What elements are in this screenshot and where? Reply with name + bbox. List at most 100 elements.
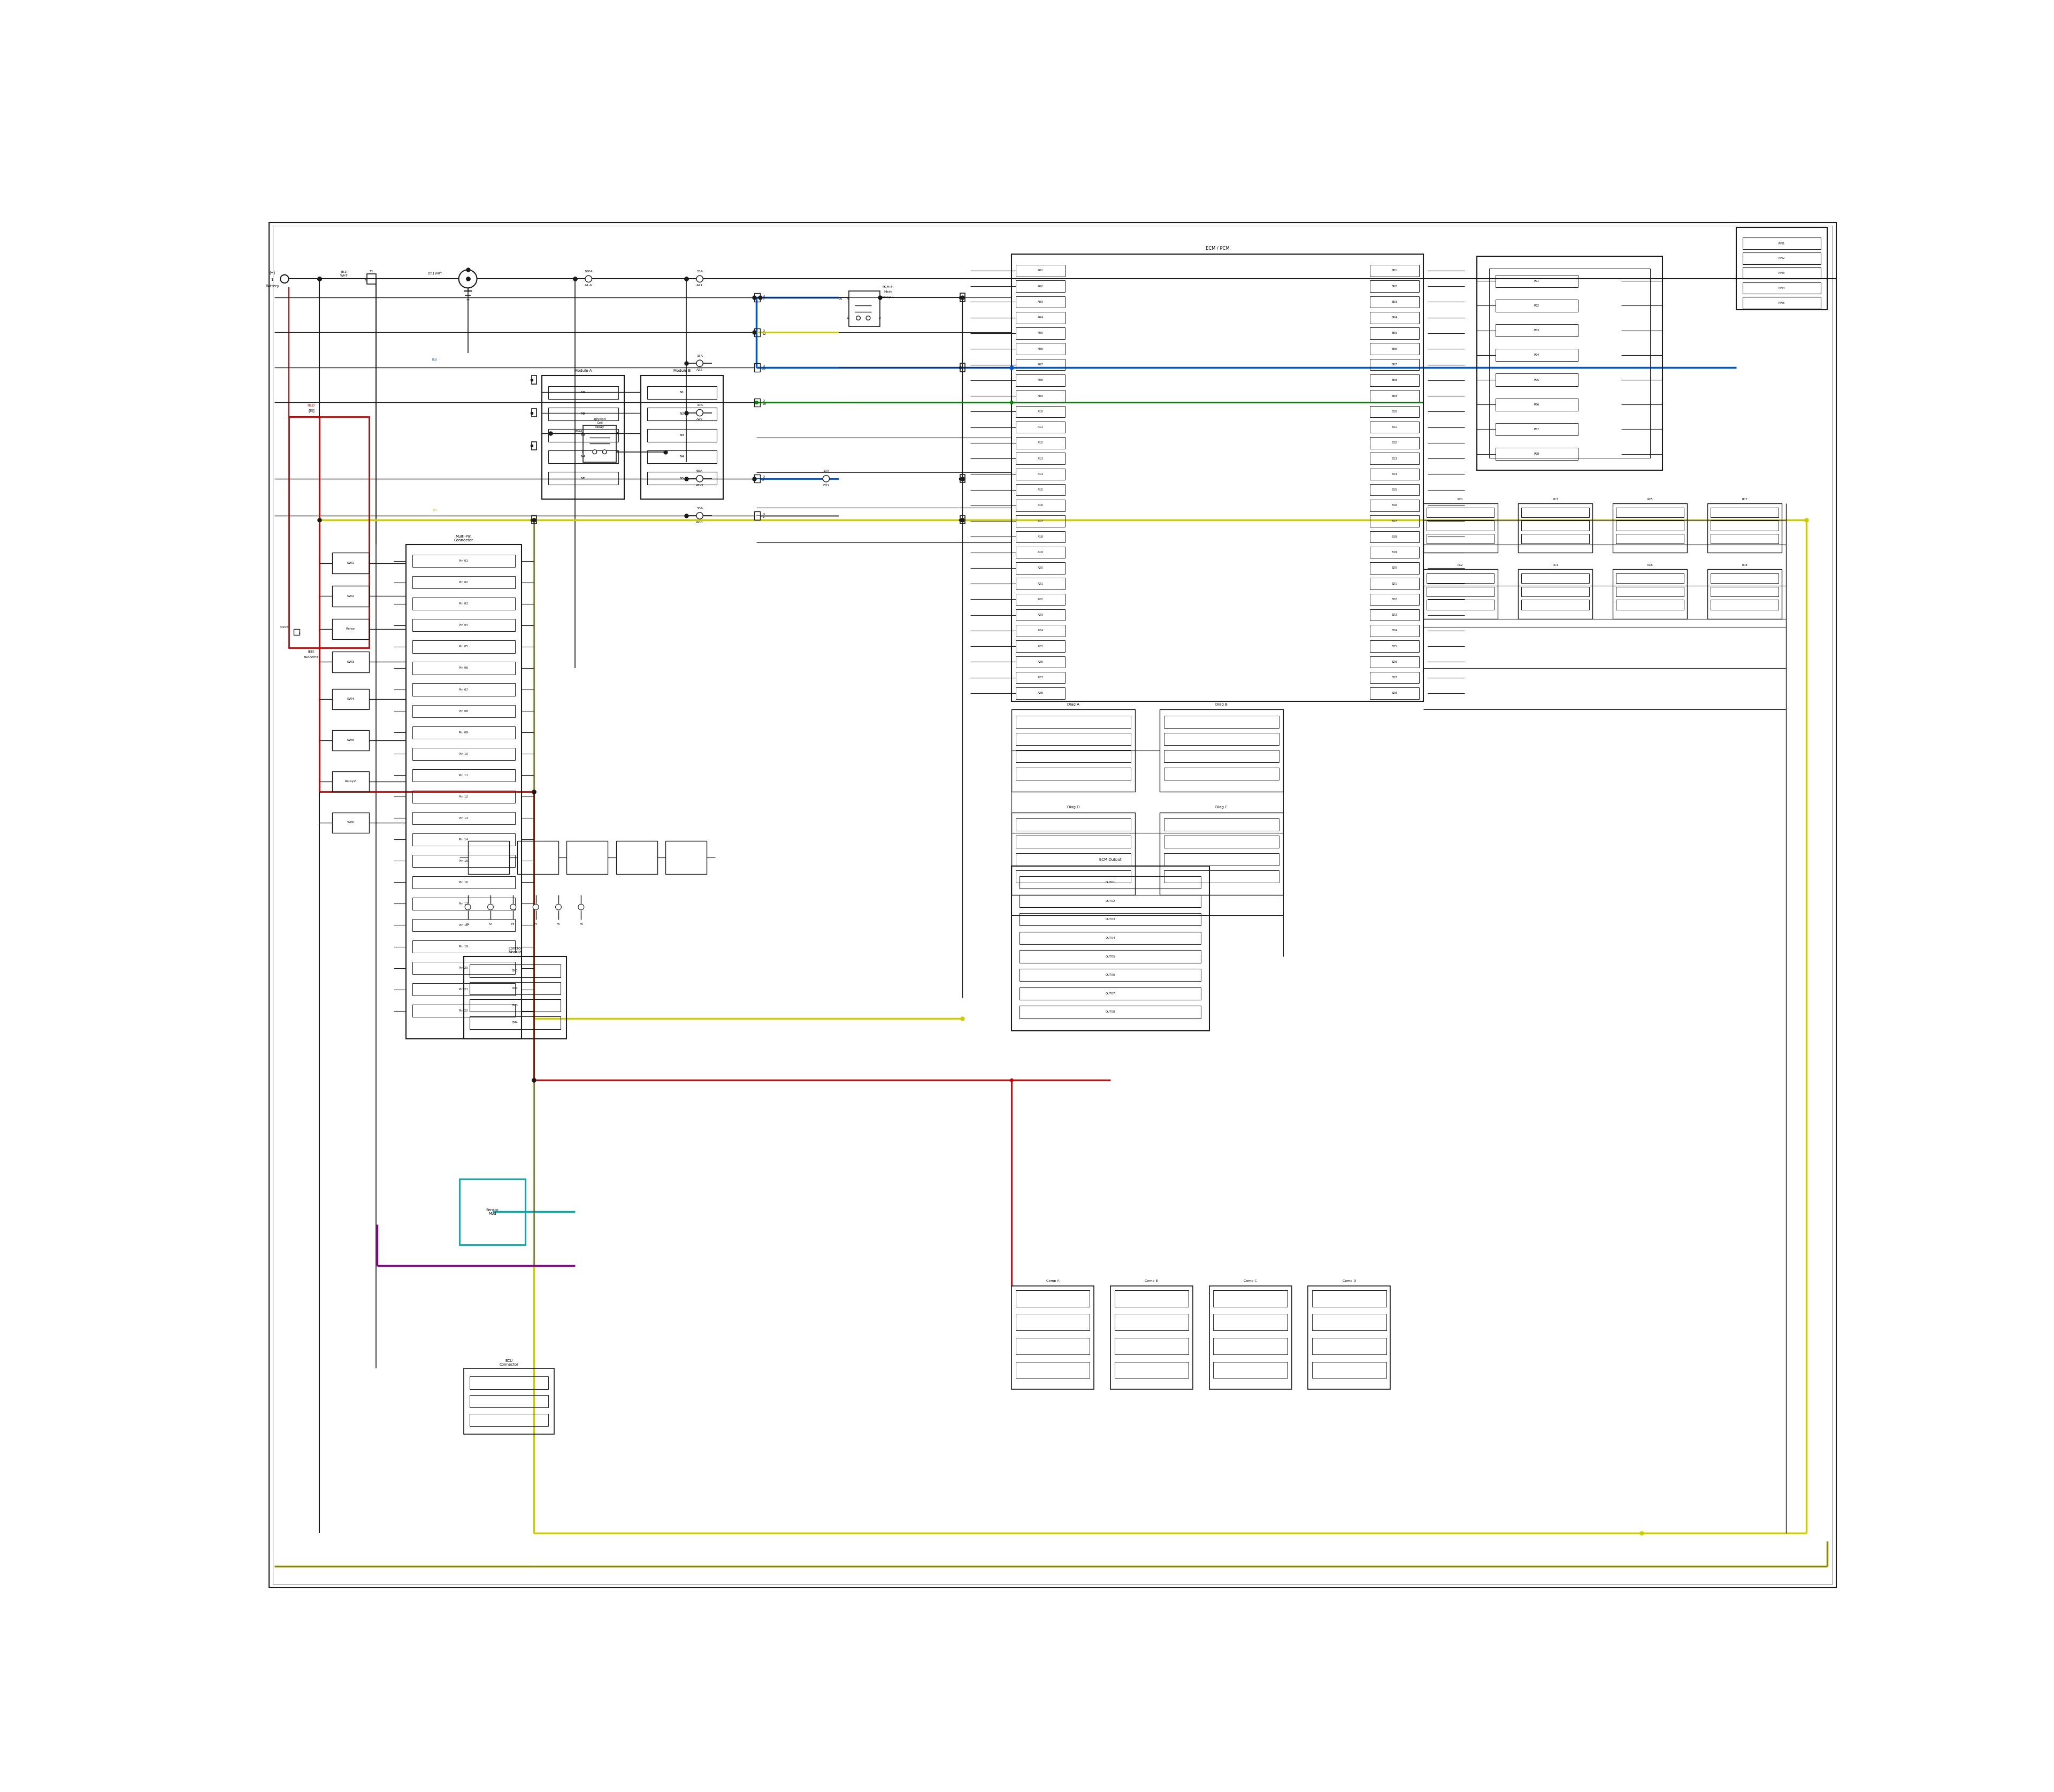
- Bar: [1518, 570, 1592, 618]
- Text: B14: B14: [1393, 473, 1397, 475]
- Bar: [1616, 586, 1684, 597]
- Bar: [1736, 228, 1826, 310]
- Text: B20: B20: [1393, 566, 1397, 570]
- Text: Battery: Battery: [265, 285, 279, 289]
- Text: 100A: 100A: [583, 271, 594, 272]
- Bar: [1015, 358, 1066, 371]
- Text: M5: M5: [581, 477, 585, 480]
- Bar: [754, 475, 760, 482]
- Text: Coil: Coil: [596, 421, 602, 425]
- Bar: [1370, 328, 1419, 339]
- Text: A13: A13: [1037, 457, 1043, 461]
- Bar: [1015, 751, 1132, 762]
- Bar: [1711, 507, 1779, 518]
- Text: PIN5: PIN5: [1779, 301, 1785, 305]
- Bar: [647, 428, 717, 443]
- Text: Relay: Relay: [345, 627, 355, 631]
- Text: PIN2: PIN2: [1779, 256, 1785, 260]
- Text: F5: F5: [557, 923, 561, 926]
- Bar: [1015, 391, 1066, 401]
- Text: ECM Output: ECM Output: [1099, 858, 1121, 862]
- Bar: [1165, 835, 1280, 848]
- Text: Diag C: Diag C: [1216, 806, 1228, 808]
- Bar: [1015, 516, 1066, 527]
- Text: OUT06: OUT06: [1105, 973, 1115, 977]
- Bar: [532, 409, 536, 418]
- Text: B06: B06: [1393, 348, 1397, 349]
- Text: SW3: SW3: [347, 661, 353, 663]
- Bar: [333, 771, 370, 792]
- Text: A2-1: A2-1: [696, 521, 705, 523]
- Text: RC6: RC6: [1647, 564, 1653, 566]
- Text: A23: A23: [1037, 613, 1043, 616]
- Text: 10A: 10A: [824, 470, 830, 473]
- Bar: [1370, 453, 1419, 464]
- Bar: [1370, 516, 1419, 527]
- Text: CM3: CM3: [511, 1004, 518, 1007]
- Text: WHT: WHT: [341, 274, 349, 278]
- Bar: [1015, 871, 1132, 883]
- Bar: [1495, 349, 1577, 362]
- Text: OUT04: OUT04: [1105, 937, 1115, 939]
- Bar: [413, 577, 516, 588]
- Bar: [1370, 577, 1419, 590]
- Text: F4: F4: [534, 923, 538, 926]
- Circle shape: [594, 450, 598, 453]
- Bar: [1711, 600, 1779, 609]
- Bar: [468, 840, 509, 874]
- Text: F3: F3: [511, 923, 516, 926]
- Bar: [1370, 358, 1419, 371]
- Bar: [1428, 586, 1493, 597]
- Text: B02: B02: [1393, 285, 1397, 289]
- Bar: [1165, 871, 1280, 883]
- Text: OUT01: OUT01: [1105, 882, 1115, 883]
- Text: B12: B12: [1393, 441, 1397, 444]
- Text: Module B: Module B: [674, 369, 690, 373]
- Bar: [1015, 715, 1132, 728]
- Bar: [464, 957, 567, 1039]
- Text: Pin 20: Pin 20: [460, 966, 468, 969]
- Text: A21: A21: [1037, 582, 1043, 584]
- Text: RC4: RC4: [1553, 564, 1559, 566]
- Bar: [754, 364, 760, 371]
- Text: M2: M2: [581, 412, 585, 416]
- Bar: [464, 1369, 555, 1434]
- Text: B08: B08: [1393, 378, 1397, 382]
- Text: A04: A04: [1037, 315, 1043, 319]
- Bar: [1115, 1362, 1189, 1378]
- Bar: [1370, 296, 1419, 308]
- Bar: [542, 376, 624, 500]
- Text: Pin 10: Pin 10: [460, 753, 468, 754]
- Circle shape: [696, 276, 702, 281]
- Bar: [413, 556, 516, 568]
- Text: RC2: RC2: [1458, 564, 1462, 566]
- Text: A26: A26: [1037, 661, 1043, 663]
- Bar: [1313, 1314, 1386, 1330]
- Bar: [1015, 421, 1066, 434]
- Circle shape: [555, 905, 561, 910]
- Bar: [1015, 577, 1066, 590]
- Text: A03: A03: [1037, 301, 1043, 303]
- Text: SW4: SW4: [347, 697, 353, 701]
- Text: Control
Module: Control Module: [509, 946, 522, 953]
- Bar: [1019, 876, 1202, 889]
- Text: 1: 1: [298, 633, 300, 634]
- Text: Comp D: Comp D: [1343, 1279, 1356, 1283]
- Text: Pin 22: Pin 22: [460, 1009, 468, 1012]
- Text: Sensor
Mod: Sensor Mod: [487, 1208, 499, 1215]
- Text: P01: P01: [1534, 280, 1538, 283]
- Text: B03: B03: [1393, 301, 1397, 303]
- Bar: [407, 545, 522, 1039]
- Text: Pin 05: Pin 05: [460, 645, 468, 649]
- Text: A02: A02: [1037, 285, 1043, 289]
- Bar: [1370, 656, 1419, 668]
- Text: B16: B16: [1393, 504, 1397, 507]
- Circle shape: [696, 409, 702, 416]
- Text: PIN4: PIN4: [1779, 287, 1785, 289]
- Bar: [616, 840, 657, 874]
- Bar: [1214, 1314, 1288, 1330]
- Bar: [1115, 1290, 1189, 1306]
- Text: N4: N4: [680, 455, 684, 459]
- Text: 3: 3: [846, 297, 848, 301]
- Bar: [1011, 866, 1210, 1030]
